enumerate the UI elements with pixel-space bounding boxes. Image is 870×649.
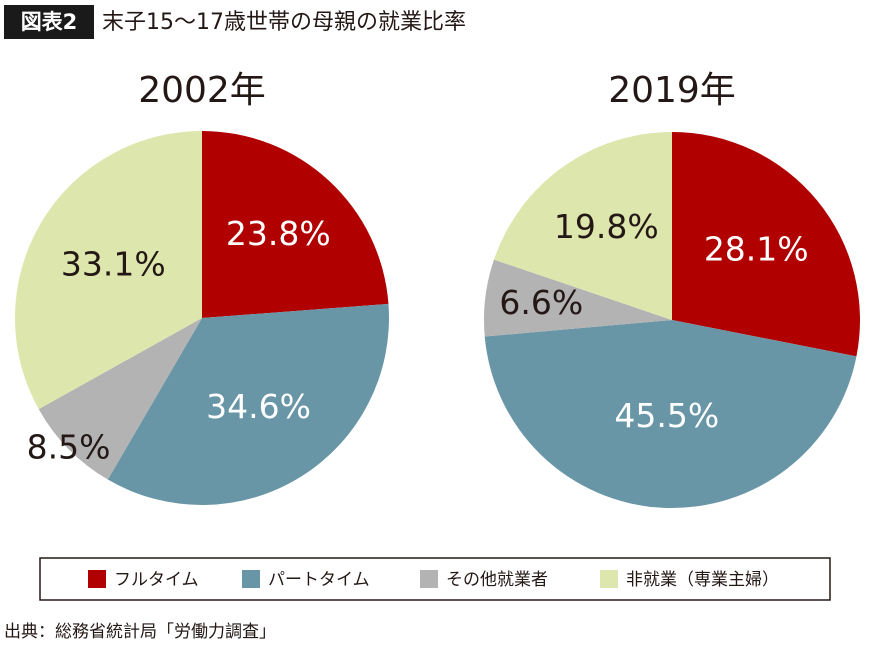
- data-label: 23.8%: [226, 214, 331, 253]
- pie-slice: [484, 259, 672, 337]
- data-label: 33.1%: [61, 244, 166, 283]
- data-label: 34.6%: [206, 387, 311, 426]
- badge: 図表2: [21, 10, 78, 34]
- pie-title: 2019年: [608, 70, 736, 111]
- pie-slice: [672, 132, 860, 357]
- legend-swatch: [420, 570, 438, 588]
- pie-slice: [484, 320, 857, 508]
- legend-swatch: [88, 570, 106, 588]
- data-label: 45.5%: [614, 396, 719, 435]
- legend-label: 非就業（専業主婦）: [626, 570, 779, 590]
- pie-title: 2002年: [138, 70, 266, 111]
- legend-label: パートタイム: [268, 570, 370, 590]
- legend-label: フルタイム: [114, 570, 199, 590]
- data-label: 28.1%: [704, 229, 809, 268]
- source: 出典：総務省統計局「労働力調査」: [4, 622, 276, 642]
- data-label: 19.8%: [554, 207, 659, 246]
- chart-title: 末子15～17歳世帯の母親の就業比率: [102, 10, 466, 35]
- pie-slice: [107, 303, 390, 505]
- data-label: 6.6%: [499, 283, 583, 322]
- badge-box: [4, 5, 94, 39]
- legend-swatch: [242, 570, 260, 588]
- pie-slice: [493, 131, 672, 320]
- pie-slice: [38, 318, 202, 480]
- legend-label: その他就業者: [446, 570, 548, 590]
- legend-swatch: [600, 570, 618, 588]
- data-label: 8.5%: [27, 427, 111, 466]
- pie-slice: [15, 131, 203, 410]
- pie-slice: [202, 131, 389, 318]
- legend-box: [39, 557, 831, 601]
